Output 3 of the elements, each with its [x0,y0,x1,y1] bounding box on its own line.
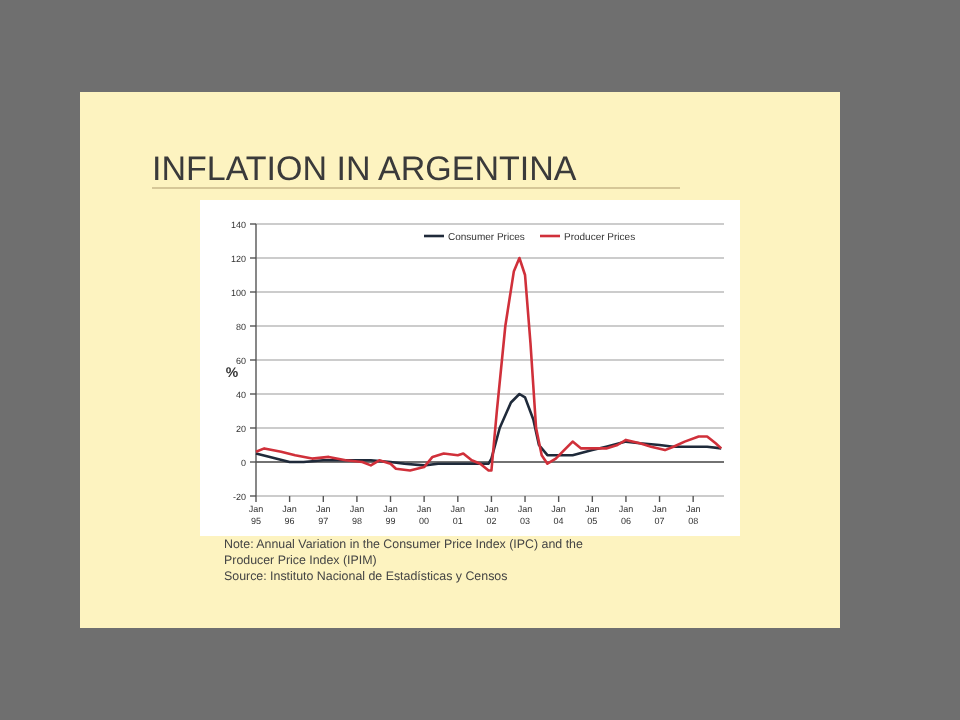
chart-title: INFLATION IN ARGENTINA [152,150,578,188]
line-series [254,256,723,472]
line-series [254,392,723,467]
